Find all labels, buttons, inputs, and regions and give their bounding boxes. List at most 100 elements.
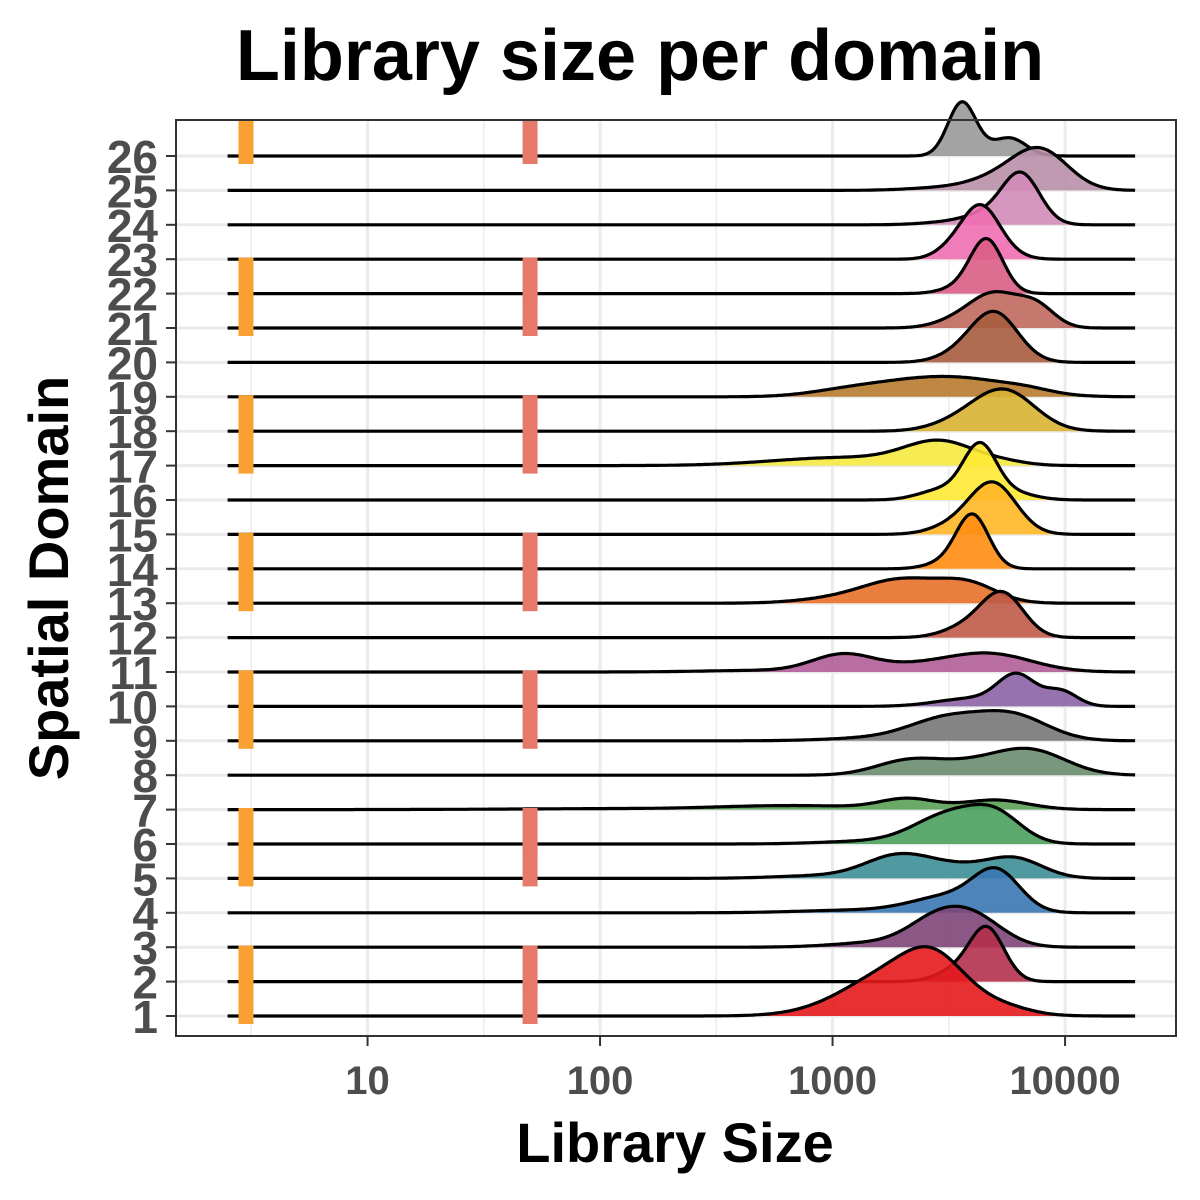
y-tick-label-domain-21: 21 — [107, 303, 158, 355]
ridge-fill-domain-14 — [906, 514, 1023, 569]
ridge-line-domain-6 — [227, 802, 1136, 846]
x-tick-label: 10000 — [1009, 1059, 1120, 1103]
ridge-line-domain-12 — [227, 589, 1136, 640]
y-tick-label-domain-5: 5 — [132, 853, 158, 905]
ridge-line-domain-22 — [227, 236, 1136, 296]
ridge-line-domain-3 — [227, 904, 1136, 949]
ridge-line-domain-11 — [227, 651, 1136, 674]
ridge-fill-domain-22 — [921, 238, 1036, 294]
salmon-marker — [522, 567, 538, 612]
orange-marker — [238, 532, 254, 577]
y-tick-label-domain-9: 9 — [132, 716, 158, 768]
salmon-marker — [522, 808, 538, 852]
x-tick-label: 1000 — [788, 1059, 877, 1103]
y-tick-label-domain-13: 13 — [107, 578, 158, 630]
y-axis-title: Spatial Domain — [17, 376, 80, 781]
ridge-fill-domain-23 — [914, 204, 1045, 260]
ridge-fill-domain-13 — [761, 577, 1045, 604]
ridge-line-domain-23 — [227, 203, 1136, 261]
ridge-line-domain-16 — [227, 440, 1136, 502]
salmon-marker — [522, 120, 538, 164]
ridge-fill-domain-17 — [685, 440, 1051, 466]
ridge-fill-domain-4 — [761, 867, 1066, 913]
salmon-marker — [522, 670, 538, 715]
ridge-fill-domain-25 — [886, 147, 1123, 191]
y-tick-label-domain-8: 8 — [132, 750, 158, 802]
x-tick-label: 100 — [567, 1059, 634, 1103]
y-tick-label-domain-6: 6 — [132, 819, 158, 871]
ridge-fill-domain-15 — [901, 481, 1064, 535]
ridge-line-domain-5 — [227, 851, 1136, 880]
ridge-line-domain-14 — [227, 512, 1136, 571]
y-tick-label-domain-20: 20 — [107, 337, 158, 389]
salmon-marker — [522, 704, 538, 749]
orange-marker — [238, 292, 254, 336]
y-tick-label-domain-22: 22 — [107, 269, 158, 321]
salmon-marker — [522, 395, 538, 440]
y-tick-label-domain-16: 16 — [107, 475, 158, 527]
y-tick-label-domain-1: 1 — [132, 991, 158, 1043]
ridge-fill-domain-2 — [910, 926, 1040, 982]
ridge-line-domain-19 — [227, 374, 1136, 399]
ridge-fill-domain-6 — [789, 804, 1069, 844]
orange-marker — [238, 808, 254, 852]
ridge-line-domain-1 — [227, 945, 1136, 1018]
ridge-fill-domain-7 — [523, 798, 1073, 810]
ridge-fill-domain-16 — [888, 442, 1062, 500]
ridge-line-domain-4 — [227, 866, 1136, 915]
ridge-line-domain-13 — [227, 576, 1136, 605]
y-tick-label-domain-12: 12 — [107, 613, 158, 665]
ridge-line-domain-9 — [227, 709, 1136, 743]
ridge-line-domain-21 — [227, 290, 1136, 330]
ridge-line-domain-25 — [227, 145, 1136, 192]
salmon-marker — [522, 842, 538, 887]
orange-marker — [238, 670, 254, 715]
ridge-line-domain-10 — [227, 671, 1136, 708]
orange-marker — [238, 980, 254, 1024]
salmon-marker — [522, 980, 538, 1024]
orange-marker — [238, 120, 254, 164]
salmon-marker — [522, 945, 538, 990]
y-tick-label-domain-19: 19 — [107, 372, 158, 424]
ridge-line-domain-2 — [227, 924, 1136, 984]
plot-border — [175, 119, 1177, 1037]
orange-marker — [238, 395, 254, 440]
y-tick-label-domain-10: 10 — [107, 681, 158, 733]
ridge-fill-domain-18 — [895, 388, 1092, 432]
x-axis-title: Library Size — [516, 1111, 833, 1174]
ridge-line-domain-20 — [227, 309, 1136, 364]
ridge-line-domain-26 — [227, 100, 1136, 158]
orange-marker — [238, 945, 254, 990]
y-tick-label-domain-18: 18 — [107, 406, 158, 458]
y-tick-label-domain-7: 7 — [132, 785, 158, 837]
ridge-line-domain-7 — [227, 796, 1136, 812]
y-tick-label-domain-25: 25 — [107, 165, 158, 217]
orange-marker — [238, 567, 254, 612]
salmon-marker — [522, 257, 538, 302]
chart-title: Library size per domain — [236, 16, 1044, 96]
x-tick-label: 10 — [345, 1059, 390, 1103]
y-tick-label-domain-14: 14 — [107, 544, 159, 596]
y-tick-label-domain-2: 2 — [132, 957, 158, 1009]
orange-marker — [238, 704, 254, 749]
salmon-marker — [522, 292, 538, 336]
y-tick-label-domain-15: 15 — [107, 509, 158, 561]
ridge-line-domain-8 — [227, 746, 1136, 777]
y-tick-label-domain-24: 24 — [107, 200, 159, 252]
ridge-line-domain-18 — [227, 387, 1136, 433]
salmon-marker — [522, 429, 538, 474]
y-tick-label-domain-17: 17 — [107, 441, 158, 493]
y-tick-label-domain-23: 23 — [107, 234, 158, 286]
orange-marker — [238, 429, 254, 474]
y-tick-label-domain-4: 4 — [132, 888, 158, 940]
y-tick-label-domain-11: 11 — [109, 647, 158, 699]
salmon-marker — [522, 532, 538, 577]
y-tick-label-domain-26: 26 — [107, 131, 158, 183]
ridge-line-domain-15 — [227, 480, 1136, 536]
ridge-fill-domain-21 — [908, 291, 1088, 328]
ridge-fill-domain-10 — [895, 673, 1103, 707]
orange-marker — [238, 842, 254, 887]
ridge-fill-domain-12 — [912, 591, 1064, 638]
orange-marker — [238, 257, 254, 302]
